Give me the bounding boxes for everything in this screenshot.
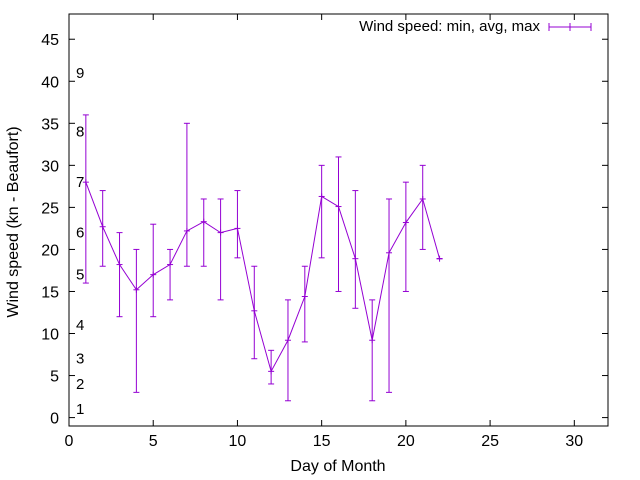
beaufort-label: 2	[76, 376, 84, 393]
beaufort-labels: 1 2 3 4 5 6 7 8 9	[76, 65, 84, 418]
beaufort-label: 9	[76, 65, 84, 82]
plot-frame	[68, 13, 609, 427]
y-tick-label: 20	[41, 242, 59, 259]
axis-ticks	[68, 14, 608, 426]
x-tick-label: 30	[565, 433, 583, 450]
y-tick-label: 45	[41, 32, 59, 49]
legend: Wind speed: min, avg, max	[359, 18, 592, 35]
y-tick-label: 35	[41, 116, 59, 133]
y-tick-label: 10	[41, 327, 59, 344]
beaufort-label: 4	[76, 317, 84, 334]
series-line	[85, 181, 441, 373]
beaufort-label: 8	[76, 124, 84, 141]
beaufort-label: 1	[76, 401, 84, 418]
beaufort-label: 7	[76, 174, 84, 191]
x-tick-label: 25	[481, 433, 499, 450]
x-tick-label: 15	[313, 433, 331, 450]
x-tick-label: 5	[149, 433, 158, 450]
x-tick-label: 10	[229, 433, 247, 450]
series-group	[82, 114, 443, 402]
beaufort-label: 6	[76, 225, 84, 242]
beaufort-label: 3	[76, 351, 84, 368]
y-tick-label: 0	[50, 411, 59, 428]
x-axis-title: Day of Month	[290, 458, 385, 475]
y-axis-title: Wind speed (kn - Beaufort)	[5, 126, 22, 317]
y-tick-label: 25	[41, 200, 59, 217]
x-tick-label: 0	[65, 433, 74, 450]
y-tick-label: 5	[50, 369, 59, 386]
x-tick-label: 20	[397, 433, 415, 450]
legend-label: Wind speed: min, avg, max	[359, 18, 540, 35]
y-tick-label: 40	[41, 74, 59, 91]
y-tick-label: 15	[41, 284, 59, 301]
y-tick-label: 30	[41, 158, 59, 175]
beaufort-label: 5	[76, 267, 84, 284]
